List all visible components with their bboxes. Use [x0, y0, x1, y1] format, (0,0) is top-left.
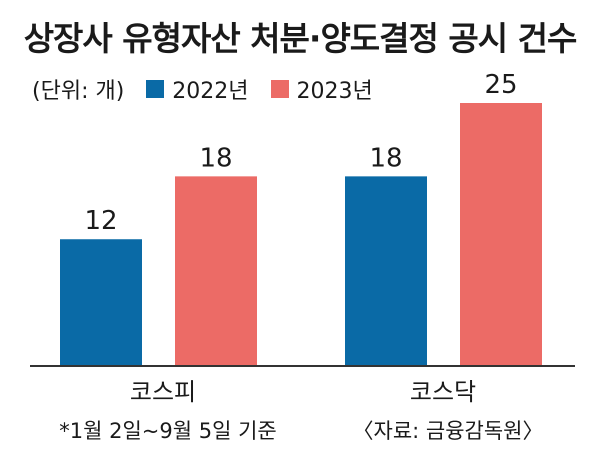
data-label-kospi-2022: 12	[84, 206, 117, 236]
category-label-kosdaq: 코스닥	[409, 378, 477, 406]
data-label-kosdaq-2023: 25	[484, 70, 517, 100]
data-label-kospi-2023: 18	[199, 143, 232, 173]
legend-item-2022: 2022년	[146, 73, 249, 105]
unit-label: (단위: 개)	[32, 79, 125, 104]
data-label-kosdaq-2022: 18	[369, 143, 402, 173]
bar-kospi-2022	[60, 239, 142, 365]
legend: (단위: 개) 2022년 2023년	[32, 74, 395, 104]
legend-label-2023: 2023년	[296, 79, 373, 104]
source-note: 〈자료: 금융감독원〉	[352, 419, 544, 443]
bar-kospi-2023	[175, 176, 257, 365]
legend-item-2023: 2023년	[270, 73, 373, 105]
legend-swatch-2022	[146, 80, 165, 98]
category-label-kospi: 코스피	[129, 378, 197, 406]
footnote: *1월 2일~9월 5일 기준	[59, 419, 277, 443]
bar-kosdaq-2022	[345, 176, 427, 365]
legend-label-2022: 2022년	[172, 79, 249, 104]
bar-kosdaq-2023	[460, 103, 542, 365]
chart-title: 상장사 유형자산 처분·양도결정 공시 건수	[23, 19, 578, 58]
legend-swatch-2023	[270, 80, 289, 98]
